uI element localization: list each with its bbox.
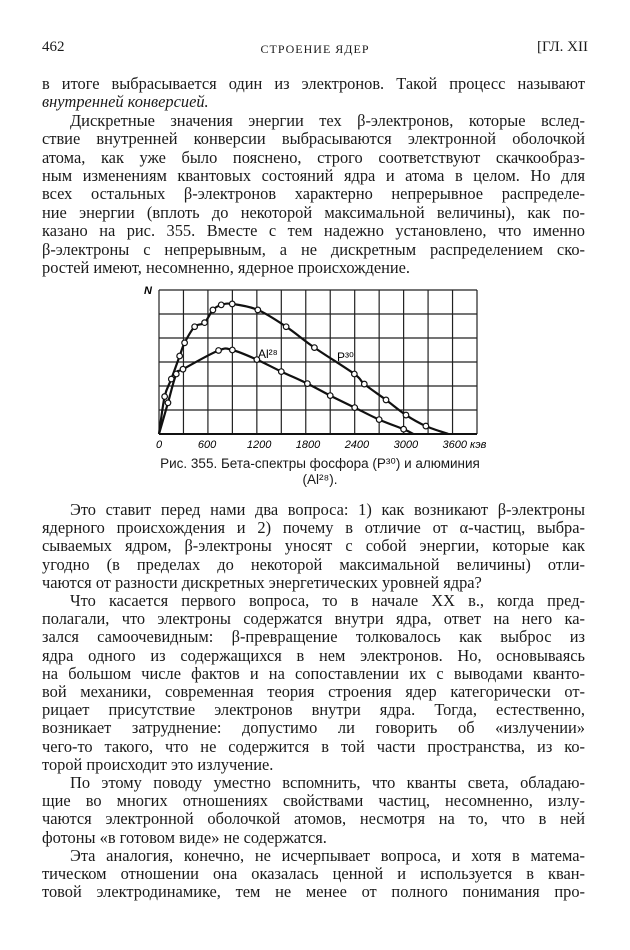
data-point — [215, 347, 222, 354]
x-tick-label: 1200 — [247, 439, 272, 451]
x-tick-label: 0 — [156, 439, 163, 451]
x-tick-label: 1800 — [296, 439, 321, 451]
data-point — [228, 300, 236, 308]
data-point — [351, 404, 359, 411]
data-point — [179, 365, 187, 373]
data-point — [400, 425, 408, 433]
page-number: 462 — [42, 39, 65, 55]
x-tick-label: 3000 — [394, 439, 419, 451]
data-point — [303, 380, 311, 387]
text-line: По этому поводу уместно вспомнить, что к… — [70, 773, 585, 792]
text-line: ствие внутренней конверсии выбрасываются… — [42, 129, 585, 149]
data-point — [350, 370, 358, 378]
text-line: Эта аналогия, конечно, не исчерпывает во… — [70, 845, 585, 865]
data-point — [360, 380, 368, 388]
data-point — [176, 352, 184, 360]
text-line: β-электроны с непрерывным, а не дискретн… — [42, 239, 585, 259]
text-line: всех остальных β-электронов характерно н… — [42, 184, 585, 204]
data-point — [172, 370, 180, 378]
text-line: казано на рис. 355. Вместе с тем надежно… — [42, 221, 585, 241]
text-line: щие во многих отношениях свойствами част… — [42, 791, 585, 811]
data-point — [326, 392, 334, 399]
data-point — [253, 356, 261, 363]
text-line: Это ставит перед нами два вопроса: 1) ка… — [70, 500, 585, 519]
text-line: сываемых ядром, β-электроны уносят с соб… — [42, 536, 585, 556]
text-line: ядерного происхождения и 2) почему в отл… — [42, 518, 585, 538]
text-line: вой механики, современная теория строени… — [42, 682, 585, 701]
text-line: чаются от разности дискретных энергетиче… — [42, 572, 482, 592]
figure-caption-continued: (Al²⁸). — [302, 472, 338, 487]
text-line: товой электродинамике, тем не менее от п… — [42, 882, 585, 902]
data-point — [282, 323, 290, 331]
data-point — [375, 416, 383, 424]
data-point — [422, 422, 430, 430]
text-line: полагали, что электроны содержатся внутр… — [42, 609, 585, 629]
data-point — [402, 411, 410, 419]
running-title: СТРОЕНИЕ ЯДЕР — [260, 42, 370, 56]
text-line: ядра одного из содержащихся в нем электр… — [42, 645, 585, 665]
text-line: торой происходит это излучение. — [42, 754, 274, 774]
data-point — [228, 346, 236, 354]
text-line: на большом числе фактов и на сопоставлен… — [42, 663, 585, 683]
data-point — [181, 339, 189, 347]
text-line: в итоге выбрасывается один из электронов… — [42, 74, 585, 93]
text-line: чего-то такого, что не содержится в той … — [42, 736, 585, 756]
text-line: атома, как уже было пояснено, строго соо… — [42, 147, 585, 167]
y-axis-label: N — [144, 285, 153, 297]
figure-caption: Рис. 355. Бета-спектры фосфора (P³⁰) и а… — [160, 456, 480, 471]
x-tick-label: 600 — [198, 439, 217, 451]
data-point — [201, 319, 208, 327]
data-point — [191, 323, 199, 331]
series-label-al28: Al²⁸ — [258, 347, 278, 361]
text-line: зался самоочевидным: β-превращение толко… — [42, 627, 585, 647]
figure-beta-spectra: N 0 600 1200 1800 2400 3000 3600 кэв P³⁰ Al²⁸ — [144, 285, 487, 451]
data-point — [311, 344, 318, 351]
text-line: тическом отношении она оказалась ценной … — [42, 864, 585, 883]
text-line: чаются электронной оболочкой атомов, нес… — [42, 809, 585, 829]
data-point — [217, 301, 225, 309]
x-tick-label: 2400 — [344, 439, 370, 451]
text-line: угодно (в пределах до некоторой максимал… — [42, 554, 585, 574]
text-line: ным изменениям квантовых состояний ядра … — [42, 166, 585, 185]
text-line: ростей имеют, несомненно, ядерное происх… — [42, 258, 411, 277]
chapter-label: [ГЛ. XII — [536, 39, 588, 55]
data-point — [277, 368, 285, 375]
data-point — [164, 399, 172, 407]
series-label-p30: P³⁰ — [337, 350, 354, 364]
data-point — [382, 396, 390, 404]
text-line: рицает присутствие электронов внутри ядр… — [42, 700, 585, 720]
text-line: возникает затруднение: допустимо ли гово… — [42, 718, 585, 738]
text-line: фотоны «в готовом виде» не содержатся. — [42, 827, 327, 847]
data-point — [254, 306, 262, 314]
text-line: ние энергии (вплоть до некоторой максима… — [42, 202, 585, 222]
text-line: внутренней конверсией. — [42, 92, 209, 112]
data-point — [161, 393, 169, 400]
x-tick-label: 3600 кэв — [443, 439, 487, 451]
text-line: Дискретные значения энергии тех β-электр… — [70, 110, 585, 130]
data-point — [209, 306, 217, 314]
text-line: Что касается первого вопроса, то в начал… — [70, 591, 585, 610]
